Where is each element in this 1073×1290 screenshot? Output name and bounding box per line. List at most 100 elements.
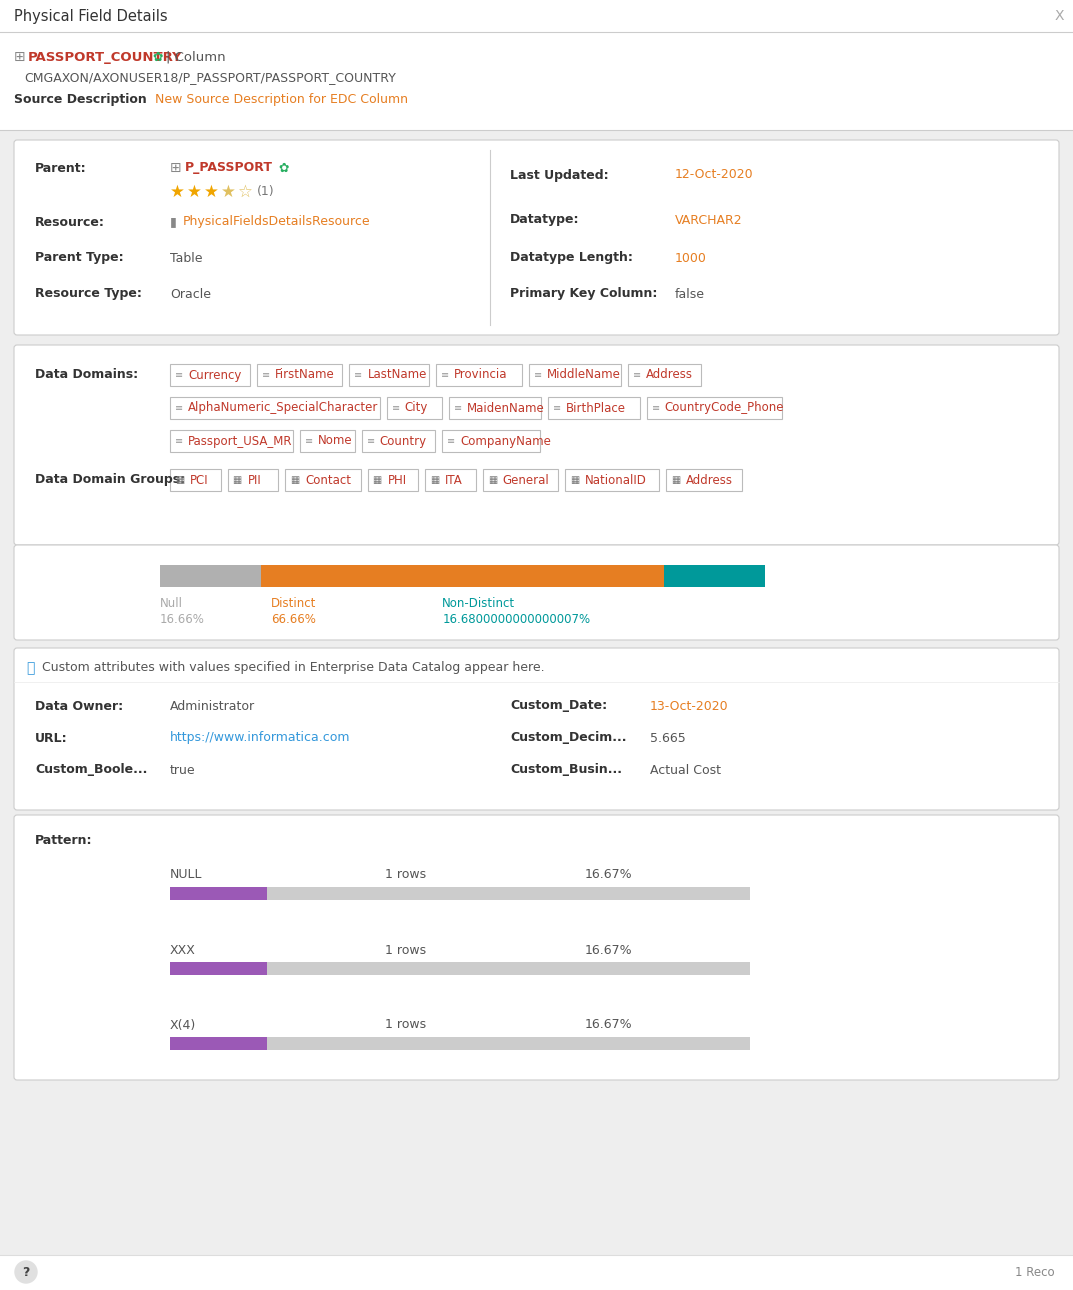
Text: 1 rows: 1 rows — [385, 943, 426, 956]
Text: Country: Country — [380, 435, 427, 448]
Circle shape — [15, 1262, 36, 1284]
Text: Custom_Decim...: Custom_Decim... — [510, 731, 627, 744]
Text: false: false — [675, 288, 705, 301]
Text: ≡: ≡ — [441, 370, 450, 381]
Bar — [425, 470, 475, 491]
Text: Null: Null — [160, 597, 183, 610]
Text: LastName: LastName — [367, 369, 427, 382]
Text: VARCHAR2: VARCHAR2 — [675, 214, 743, 227]
Text: ★: ★ — [221, 183, 236, 201]
Text: ≡: ≡ — [392, 402, 400, 413]
FancyBboxPatch shape — [14, 648, 1059, 810]
Text: Datatype:: Datatype: — [510, 214, 579, 227]
Text: ≡: ≡ — [175, 370, 183, 381]
Text: ≡: ≡ — [367, 436, 374, 446]
Text: ≡: ≡ — [651, 402, 660, 413]
Text: 1 Reco: 1 Reco — [1015, 1265, 1055, 1278]
Text: Data Domains:: Data Domains: — [35, 369, 138, 382]
Text: 13-Oct-2020: 13-Oct-2020 — [650, 699, 729, 712]
Text: City: City — [405, 401, 428, 414]
Text: Provincia: Provincia — [454, 369, 508, 382]
Text: ★: ★ — [187, 183, 202, 201]
Text: | Column: | Column — [166, 50, 225, 63]
Bar — [628, 364, 701, 386]
Text: Custom_Date:: Custom_Date: — [510, 699, 607, 712]
Bar — [285, 470, 361, 491]
Text: 16.66%: 16.66% — [160, 613, 205, 626]
Text: ★: ★ — [170, 183, 185, 201]
Text: ≡: ≡ — [447, 436, 455, 446]
Text: X: X — [1055, 9, 1064, 23]
Text: Passport_USA_MR: Passport_USA_MR — [188, 435, 293, 448]
Text: PII: PII — [248, 473, 262, 486]
Bar — [160, 565, 261, 587]
Text: ▦: ▦ — [372, 475, 382, 485]
Text: ★: ★ — [204, 183, 219, 201]
Text: Custom attributes with values specified in Enterprise Data Catalog appear here.: Custom attributes with values specified … — [42, 662, 545, 675]
Text: AlphaNumeric_SpecialCharacter: AlphaNumeric_SpecialCharacter — [188, 401, 379, 414]
Bar — [170, 430, 293, 452]
Text: (1): (1) — [258, 186, 275, 199]
Text: 16.67%: 16.67% — [585, 868, 633, 881]
Text: PASSPORT_COUNTRY: PASSPORT_COUNTRY — [28, 50, 182, 63]
Text: Parent Type:: Parent Type: — [35, 252, 123, 264]
Text: ▦: ▦ — [290, 475, 299, 485]
Text: ≡: ≡ — [354, 370, 363, 381]
Bar — [170, 1037, 750, 1050]
Text: Nome: Nome — [318, 435, 353, 448]
Bar — [362, 430, 436, 452]
Text: NULL: NULL — [170, 868, 203, 881]
Text: Datatype Length:: Datatype Length: — [510, 252, 633, 264]
Bar — [170, 888, 750, 900]
Text: Source Description: Source Description — [14, 93, 147, 107]
Text: ≡: ≡ — [633, 370, 641, 381]
Bar — [0, 32, 1073, 130]
Text: 66.66%: 66.66% — [270, 613, 315, 626]
Text: https://www.informatica.com: https://www.informatica.com — [170, 731, 351, 744]
Text: Physical Field Details: Physical Field Details — [14, 9, 167, 23]
Text: ≡: ≡ — [533, 370, 542, 381]
FancyBboxPatch shape — [14, 344, 1059, 544]
Bar — [436, 364, 521, 386]
Text: ✿: ✿ — [152, 50, 162, 63]
Text: ▦: ▦ — [233, 475, 241, 485]
Text: 12-Oct-2020: 12-Oct-2020 — [675, 169, 753, 182]
Bar — [300, 430, 355, 452]
Bar — [0, 0, 1073, 32]
Text: Non-Distinct: Non-Distinct — [442, 597, 515, 610]
Text: ≡: ≡ — [553, 402, 561, 413]
FancyBboxPatch shape — [14, 141, 1059, 335]
Text: ✿: ✿ — [278, 161, 289, 174]
Bar — [368, 470, 418, 491]
Text: ⊞: ⊞ — [14, 50, 26, 64]
Text: P_PASSPORT: P_PASSPORT — [185, 161, 273, 174]
Text: ▦: ▦ — [570, 475, 579, 485]
Bar — [547, 397, 640, 419]
Text: ⓘ: ⓘ — [26, 660, 34, 675]
Bar — [170, 1037, 267, 1050]
Text: Data Owner:: Data Owner: — [35, 699, 123, 712]
Text: Last Updated:: Last Updated: — [510, 169, 608, 182]
Bar — [449, 397, 541, 419]
Bar — [647, 397, 782, 419]
Bar — [442, 430, 541, 452]
Text: Currency: Currency — [188, 369, 241, 382]
Text: Parent:: Parent: — [35, 161, 87, 174]
Text: Distinct: Distinct — [270, 597, 317, 610]
FancyBboxPatch shape — [14, 544, 1059, 640]
Text: ▦: ▦ — [175, 475, 185, 485]
Text: CountryCode_Phone: CountryCode_Phone — [664, 401, 784, 414]
Text: CMGAXON/AXONUSER18/P_PASSPORT/PASSPORT_COUNTRY: CMGAXON/AXONUSER18/P_PASSPORT/PASSPORT_C… — [24, 71, 396, 85]
Text: 16.6800000000000007%: 16.6800000000000007% — [442, 613, 590, 626]
Text: PhysicalFieldsDetailsResource: PhysicalFieldsDetailsResource — [183, 215, 370, 228]
Text: Actual Cost: Actual Cost — [650, 764, 721, 777]
Text: 16.67%: 16.67% — [585, 1019, 633, 1032]
Text: URL:: URL: — [35, 731, 68, 744]
Text: ≡: ≡ — [454, 402, 461, 413]
Text: 1 rows: 1 rows — [385, 868, 426, 881]
Text: Resource Type:: Resource Type: — [35, 288, 142, 301]
Text: 1000: 1000 — [675, 252, 707, 264]
Text: X(4): X(4) — [170, 1019, 196, 1032]
Text: Primary Key Column:: Primary Key Column: — [510, 288, 658, 301]
Text: 1 rows: 1 rows — [385, 1019, 426, 1032]
